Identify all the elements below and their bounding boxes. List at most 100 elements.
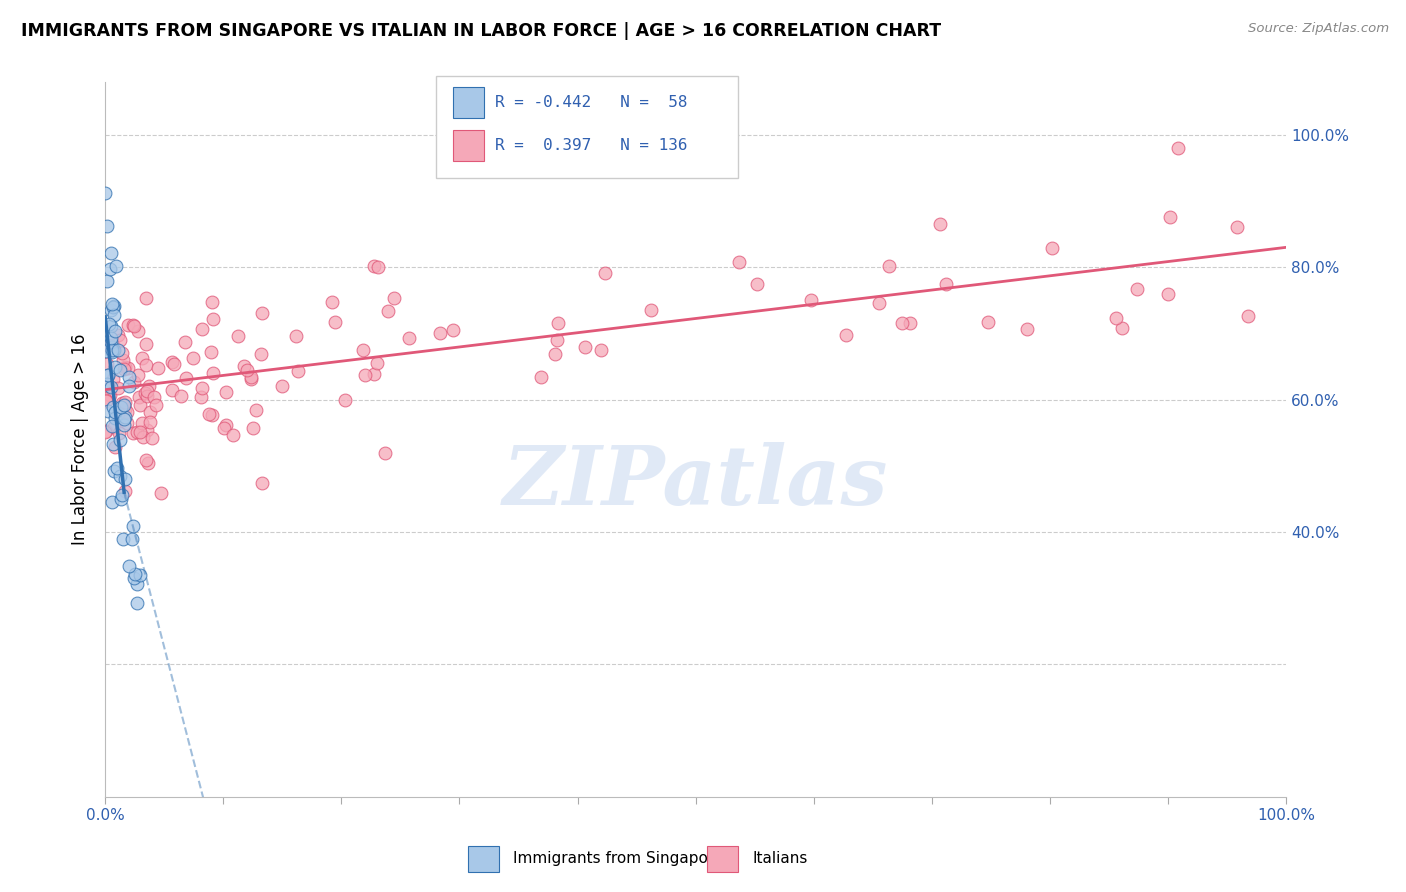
Point [367, 260, 389, 274]
Point [114, 410, 136, 425]
Point [103, 420, 125, 434]
Point [108, 434, 131, 448]
Point [114, 484, 136, 499]
Point [114, 401, 136, 416]
Point [374, 446, 396, 460]
Point [112, 398, 135, 412]
Point [107, 381, 129, 395]
Point [1237, 310, 1260, 324]
Point [335, 393, 357, 408]
Point [96, 377, 118, 392]
Point [131, 416, 153, 430]
Point [202, 367, 225, 381]
Point [114, 394, 136, 409]
Point [96, 357, 118, 371]
Point [1125, 281, 1147, 295]
Point [96, 392, 118, 407]
Point [163, 357, 186, 371]
Point [136, 456, 159, 470]
Point [1226, 219, 1249, 234]
Point [252, 476, 274, 491]
Point [125, 577, 148, 591]
Text: IMMIGRANTS FROM SINGAPORE VS ITALIAN IN LABOR FORCE | AGE > 16 CORRELATION CHART: IMMIGRANTS FROM SINGAPORE VS ITALIAN IN … [21, 22, 941, 40]
Point [138, 378, 160, 392]
Point [103, 464, 125, 478]
Point [96, 274, 118, 288]
Point [94, 186, 117, 201]
Point [1017, 322, 1039, 336]
Point [214, 384, 236, 399]
Point [142, 390, 165, 404]
Point [128, 390, 150, 404]
Point [121, 532, 143, 546]
Point [94, 425, 117, 439]
Point [107, 406, 129, 420]
Point [97, 379, 120, 393]
Point [287, 364, 309, 378]
Point [135, 452, 157, 467]
Point [202, 311, 225, 326]
Text: ZIPatlas: ZIPatlas [503, 442, 889, 522]
Point [1105, 310, 1128, 325]
Point [100, 319, 122, 334]
Point [977, 315, 1000, 329]
Point [141, 431, 163, 445]
Point [101, 297, 124, 311]
Point [242, 420, 264, 434]
Point [103, 299, 125, 313]
Point [136, 384, 159, 399]
Point [197, 408, 219, 422]
Point [398, 331, 420, 345]
Point [111, 346, 134, 360]
Point [100, 334, 122, 349]
Point [101, 301, 124, 315]
Point [128, 568, 150, 582]
Point [112, 532, 135, 546]
Point [127, 368, 149, 383]
Point [103, 343, 125, 358]
Point [115, 405, 138, 419]
Point [104, 260, 127, 274]
Point [135, 291, 157, 305]
Point [104, 324, 127, 338]
Point [105, 460, 128, 475]
Point [429, 326, 451, 340]
Point [928, 217, 950, 231]
Point [107, 327, 129, 342]
Point [117, 558, 139, 573]
Point [112, 418, 135, 433]
Point [877, 260, 900, 274]
Point [190, 381, 212, 395]
Point [117, 361, 139, 376]
Point [111, 488, 134, 502]
Point [228, 329, 250, 343]
Point [108, 363, 131, 377]
Point [107, 343, 129, 358]
Point [249, 347, 271, 361]
Point [96, 219, 118, 233]
Point [1111, 320, 1133, 334]
Point [117, 318, 139, 333]
Point [115, 417, 138, 431]
Point [121, 425, 143, 440]
Point [122, 519, 145, 533]
Point [591, 343, 613, 358]
Y-axis label: In Labor Force | Age > 16: In Labor Force | Age > 16 [72, 334, 89, 545]
Point [321, 294, 343, 309]
Point [118, 369, 141, 384]
Point [745, 277, 768, 291]
Point [100, 418, 122, 433]
Point [97, 368, 120, 382]
Point [898, 317, 921, 331]
Text: Italians: Italians [752, 852, 807, 866]
Point [112, 412, 135, 426]
Point [200, 345, 222, 359]
Point [103, 308, 125, 322]
Point [574, 340, 596, 354]
Point [170, 388, 193, 402]
Point [104, 360, 127, 375]
Point [160, 383, 183, 397]
Point [160, 355, 183, 369]
Point [132, 430, 155, 444]
Point [108, 333, 131, 347]
